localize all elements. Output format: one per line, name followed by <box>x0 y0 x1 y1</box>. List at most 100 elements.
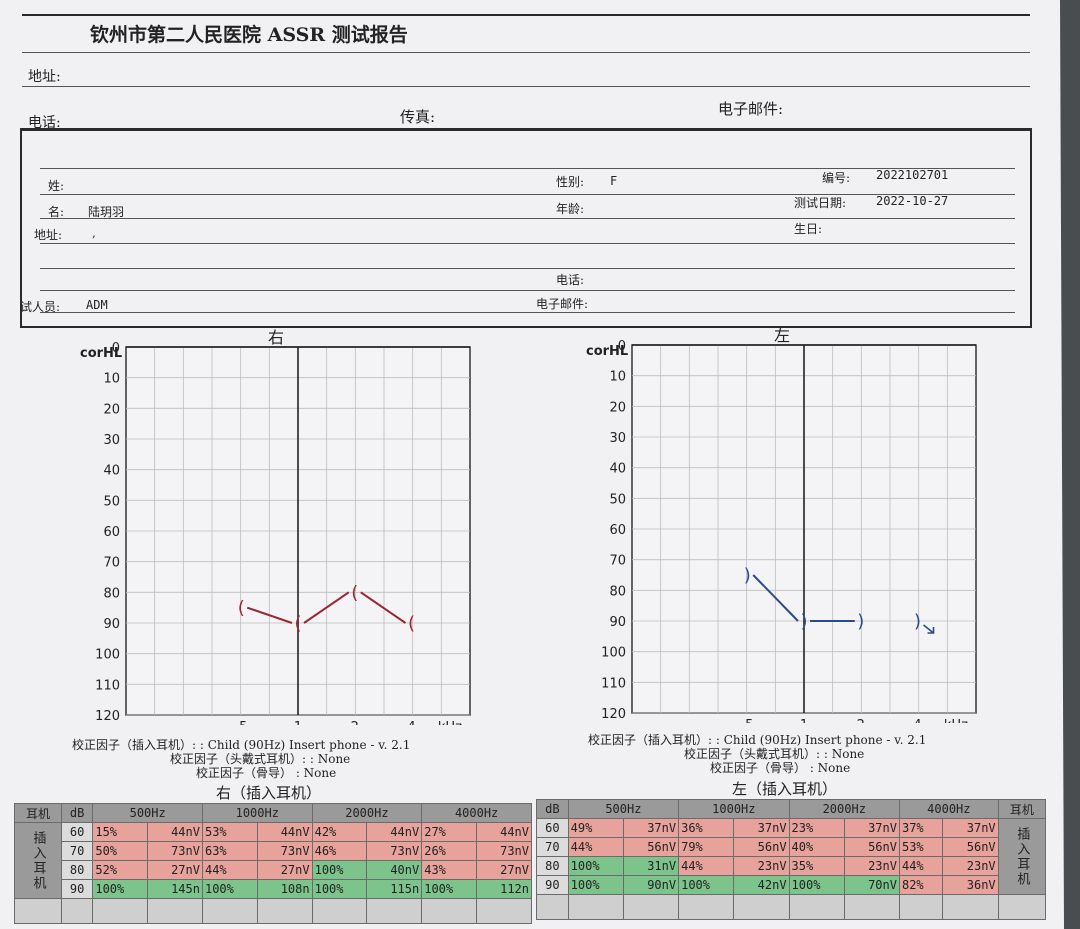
freq-header: 500Hz <box>92 803 203 823</box>
info-rule <box>40 194 1015 195</box>
empty-cell <box>678 894 735 920</box>
left-table-title: 左（插入耳机） <box>732 780 838 798</box>
percent-cell: 53% <box>201 822 258 842</box>
percent-cell: 36% <box>678 818 735 838</box>
db-cell: 70 <box>536 837 569 857</box>
freq-header: 2000Hz <box>788 799 900 819</box>
patient-address: , <box>92 226 96 240</box>
y-tick-label: 10 <box>103 372 120 387</box>
y-tick-label: 90 <box>609 615 626 630</box>
amplitude-cell: 44nV <box>476 822 532 842</box>
empty-cell <box>201 898 258 924</box>
number-label: 编号: <box>822 171 851 185</box>
y-tick-label: 80 <box>103 586 120 601</box>
y-tick-label: 80 <box>609 584 626 599</box>
empty-cell <box>622 894 680 920</box>
data-point: ) <box>800 611 807 632</box>
amplitude-cell: 37nV <box>622 818 680 838</box>
chart-title: 右 <box>268 328 284 347</box>
series-line <box>752 574 799 622</box>
percent-cell: 27% <box>421 822 478 842</box>
y-axis-label: corHL <box>80 346 122 361</box>
y-tick-label: 70 <box>103 556 120 571</box>
no-response-arrow <box>927 627 935 634</box>
chart-title: 左 <box>774 326 790 345</box>
table-row: 70 50% 73nV 63% 73nV 46% 73nV 26% 73nV <box>15 841 532 861</box>
y-tick-label: 10 <box>609 370 626 385</box>
y-axis-label: corHL <box>586 344 628 359</box>
freq-header: 2000Hz <box>311 803 423 823</box>
percent-cell: 23% <box>788 818 845 838</box>
amplitude-cell: 36nV <box>942 875 999 895</box>
amplitude-cell: 23nV <box>733 856 790 876</box>
info-rule <box>40 243 1015 244</box>
data-point: ( <box>294 613 301 634</box>
y-tick-label: 50 <box>103 494 120 509</box>
patient-phone-label: 电话: <box>556 273 585 287</box>
number-value: 2022102701 <box>876 168 949 182</box>
left-ear-chart: 0 10 20 30 40 50 60 70 80 90 100 110 120 .5 1 2 4 kHz corH… <box>586 326 977 723</box>
amplitude-cell: 145n <box>147 879 203 899</box>
y-tick-label: 40 <box>103 464 120 479</box>
ear-type-cell: 插入耳机 <box>14 822 62 899</box>
y-tick-label: 120 <box>95 709 120 724</box>
x-tick-label: 1 <box>800 718 808 723</box>
percent-cell: 100% <box>678 875 735 895</box>
right-correction-line2: 校正因子（头戴式耳机）: : None <box>170 752 351 766</box>
percent-cell: 44% <box>567 837 624 857</box>
table-row: 90 100% 145n 100% 108n 100% 115n 100% 112n <box>15 879 532 899</box>
percent-cell: 63% <box>201 841 258 861</box>
patient-email-label: 电子邮件: <box>536 297 589 311</box>
amplitude-cell: 31nV <box>622 856 680 876</box>
y-tick-label: 90 <box>103 617 120 632</box>
amplitude-cell: 40nV <box>366 860 423 880</box>
db-cell: 80 <box>60 860 94 880</box>
db-header: dB <box>536 799 569 819</box>
header-box <box>22 14 1030 131</box>
db-cell: 80 <box>536 856 569 876</box>
right-table-title: 右（插入耳机） <box>216 784 322 802</box>
percent-cell: 40% <box>788 837 845 857</box>
empty-cell <box>366 898 423 924</box>
amplitude-cell: 115n <box>366 879 423 899</box>
left-correction-line1: 校正因子（插入耳机）: : Child (90Hz) Insert phone … <box>588 733 927 747</box>
amplitude-cell: 27nV <box>147 860 203 880</box>
percent-cell: 44% <box>678 856 735 876</box>
amplitude-cell: 42nV <box>733 875 790 895</box>
freq-header: 1000Hz <box>678 799 790 819</box>
percent-cell: 100% <box>311 879 368 899</box>
amplitude-cell: 90nV <box>622 875 680 895</box>
x-tick-label: 2 <box>857 718 865 723</box>
tester-label: 试人员: <box>20 300 61 314</box>
amplitude-cell: 73nV <box>476 841 532 861</box>
test-date-value: 2022-10-27 <box>876 194 949 208</box>
amplitude-cell: 56nV <box>622 837 680 857</box>
y-tick-label: 110 <box>601 676 626 691</box>
x-tick-label: .5 <box>235 720 247 725</box>
empty-cell <box>421 898 478 924</box>
data-point: ( <box>408 613 415 634</box>
fax-label: 传真: <box>400 108 436 126</box>
info-rule <box>40 312 1015 313</box>
report-title: 钦州市第二人民医院 ASSR 测试报告 <box>90 24 408 46</box>
percent-cell: 43% <box>421 860 478 880</box>
percent-cell: 44% <box>898 856 944 876</box>
y-tick-label: 30 <box>103 433 120 448</box>
empty-cell <box>733 894 790 920</box>
test-date-label: 测试日期: <box>794 196 847 210</box>
percent-cell: 100% <box>92 879 149 899</box>
db-cell: 60 <box>536 818 569 838</box>
empty-cell <box>14 898 62 924</box>
empty-cell <box>843 894 900 920</box>
percent-cell: 53% <box>898 837 944 857</box>
empty-cell <box>147 898 203 924</box>
empty-cell <box>256 898 313 924</box>
freq-header: 4000Hz <box>421 803 532 823</box>
no-response-point: ) <box>914 611 921 632</box>
age-label: 年龄: <box>556 202 585 216</box>
percent-cell: 52% <box>92 860 149 880</box>
table-row: 90 100% 90nV 100% 42nV 100% 70nV 82% 36nV <box>536 875 1046 895</box>
given-name-label: 名: <box>48 205 65 219</box>
left-correction-line3: 校正因子（骨导） : None <box>710 761 851 775</box>
right-correction-line1: 校正因子（插入耳机）: : Child (90Hz) Insert phone … <box>72 738 411 752</box>
